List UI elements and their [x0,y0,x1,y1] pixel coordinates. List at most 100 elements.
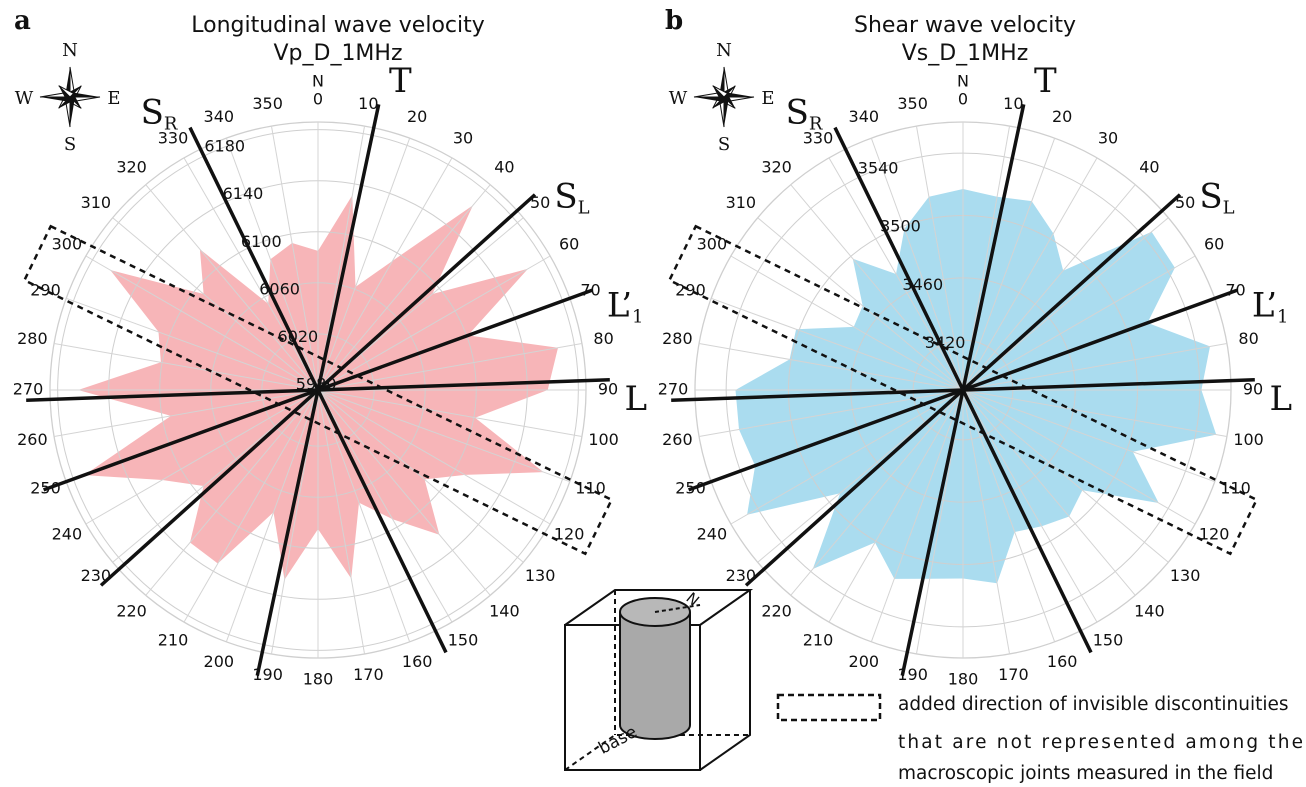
joint-name: T [1034,61,1057,101]
sample-diagram [565,590,750,770]
angle-label: 180 [948,670,979,689]
compass-label: W [669,88,688,109]
angle-label: 210 [803,631,834,650]
angle-label: 260 [662,430,693,449]
angle-label: 180 [303,670,334,689]
angle-label: 310 [81,193,112,212]
angle-label: 20 [1052,107,1072,126]
joint-label: L [625,379,648,419]
angle-label: 300 [697,235,728,254]
angle-label: 160 [1047,652,1078,671]
angle-label: 290 [675,280,706,299]
compass-label: N [716,40,732,61]
angle-label: 10 [1003,94,1023,113]
joint-label: L’1 [607,286,644,328]
r-tick-label: 3540 [858,158,899,177]
joint-label: T [389,61,412,101]
angle-label: 210 [158,631,189,650]
angle-label: 200 [849,652,880,671]
compass-label: N [62,40,78,61]
compass-label: E [107,88,120,109]
joint-name: T [389,61,412,101]
joint-label: SL [1199,177,1234,219]
legend-text: that are not represented among the [898,732,1303,753]
angle-label: 90 [598,380,618,399]
angle-label: 260 [17,430,48,449]
north-label: N [957,72,969,91]
angle-label: 160 [402,652,433,671]
polar-chart: 0102030405060708090100110120130140150160… [658,6,1292,689]
chart-subtitle: Vp_D_1MHz [273,41,402,66]
compass-label: E [761,88,774,109]
compass-label: S [718,134,730,155]
angle-label: 350 [897,94,928,113]
angle-label: 310 [726,193,757,212]
angle-label: 30 [1098,128,1118,147]
angle-label: 90 [1243,380,1263,399]
angle-label: 100 [588,430,619,449]
joint-subscript: R [164,114,178,135]
angle-label: 240 [697,525,728,544]
angle-label: 120 [1199,525,1230,544]
joint-subscript: 1 [1277,307,1288,328]
angle-label: 40 [494,157,514,176]
angle-label: 220 [761,602,792,621]
joint-subscript: L [578,198,590,219]
angle-label: 40 [1139,157,1159,176]
base-label: base [595,722,640,759]
north-label: N [312,72,324,91]
joint-label: L [1270,379,1293,419]
angle-label: 300 [52,235,83,254]
angle-label: 80 [1238,329,1258,348]
angle-label: 340 [849,107,880,126]
angle-label: 170 [353,665,384,684]
compass-label: S [64,134,76,155]
compass-label: W [15,88,34,109]
joint-name: L [625,379,648,419]
cube-hidden [565,735,750,770]
angle-label: 130 [525,566,556,585]
joint-name: S [141,93,164,133]
angle-label: 320 [761,157,792,176]
angle-label: 270 [658,380,689,399]
angle-label: 240 [52,525,83,544]
joint-name: L [1270,379,1293,419]
angle-label: 220 [116,602,147,621]
joint-name: S [786,93,809,133]
angle-label: 100 [1233,430,1264,449]
panel-letter: b [665,6,683,36]
joint-name: L’ [607,286,632,326]
angle-label: 80 [593,329,613,348]
chart-title: Longitudinal wave velocity [191,13,485,38]
angle-label: 290 [30,280,61,299]
angle-label: 140 [1134,602,1165,621]
angle-label: 10 [358,94,378,113]
legend-text: added direction of invisible discontinui… [898,694,1289,715]
cube-side [700,590,750,770]
joint-label: SR [141,93,178,135]
compass: N E S W [15,40,121,155]
joint-label: L’1 [1252,286,1289,328]
angle-label: 320 [116,157,147,176]
legend-swatch [778,695,880,720]
chart-subtitle: Vs_D_1MHz [902,41,1029,66]
angle-label: 200 [204,652,235,671]
joint-label: T [1034,61,1057,101]
joint-subscript: 1 [632,307,643,328]
angle-label: 150 [1093,631,1124,650]
angle-label: 340 [204,107,235,126]
legend-text: macroscopic joints measured in the field [898,763,1273,784]
polar-chart: 0102030405060708090100110120130140150160… [13,6,647,689]
angle-label: 350 [252,94,283,113]
joint-subscript: L [1223,198,1235,219]
r-tick-label: 6140 [223,184,264,203]
compass: N E S W [669,40,775,155]
angle-label: 60 [559,235,579,254]
angle-label: 140 [489,602,520,621]
angle-label: 280 [662,329,693,348]
joint-name: S [554,177,577,217]
joint-label: SL [554,177,589,219]
angle-label: 20 [407,107,427,126]
r-tick-label: 6180 [204,136,245,155]
cylinder [620,612,690,739]
